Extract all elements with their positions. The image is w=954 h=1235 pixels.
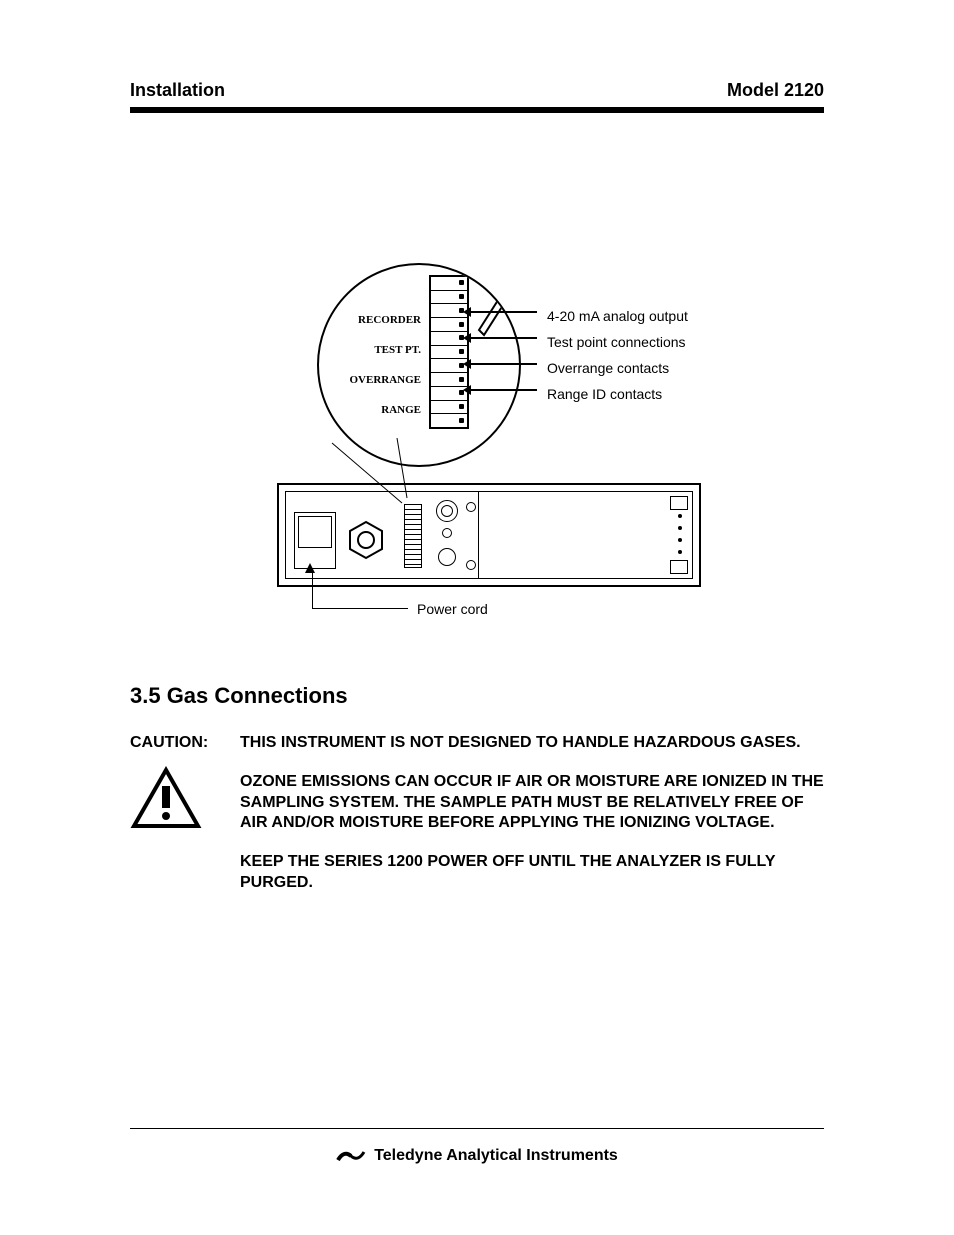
- caution-para-1: THIS INSTRUMENT IS NOT DESIGNED TO HANDL…: [240, 733, 824, 754]
- detail-circle: RECORDER TEST PT. OVERRANGE RANGE: [317, 263, 521, 467]
- power-cord-label: Power cord: [417, 601, 488, 617]
- lead-lines-icon: [297, 438, 427, 508]
- section-heading: 3.5 Gas Connections: [130, 683, 824, 709]
- label-overrange: OVERRANGE: [331, 365, 421, 395]
- caution-block: CAUTION: THIS INSTRUMENT IS NOT DESIGNED…: [130, 733, 824, 912]
- footer-company: Teledyne Analytical Instruments: [374, 1147, 618, 1165]
- screwdriver-icon: [469, 263, 521, 340]
- teledyne-logo-icon: [336, 1148, 366, 1164]
- caution-text: THIS INSTRUMENT IS NOT DESIGNED TO HANDL…: [240, 733, 824, 912]
- caution-left-column: CAUTION:: [130, 733, 240, 837]
- callout-arrow: [469, 311, 537, 313]
- header-rule: [130, 107, 824, 113]
- header-right: Model 2120: [727, 80, 824, 101]
- terminal-block-icon: [429, 275, 469, 429]
- label-testpt: TEST PT.: [331, 335, 421, 365]
- warning-triangle-icon: [130, 766, 202, 830]
- caution-para-2: OZONE EMISSIONS CAN OCCUR IF AIR OR MOIS…: [240, 772, 824, 834]
- callout-rangeid: Range ID contacts: [547, 381, 688, 407]
- arrowhead-icon: [463, 333, 471, 343]
- arrowhead-icon: [463, 359, 471, 369]
- callout-testpoint: Test point connections: [547, 329, 688, 355]
- caution-para-3: KEEP THE SERIES 1200 POWER OFF UNTIL THE…: [240, 852, 824, 894]
- page: Installation Model 2120 RECORDER TEST PT…: [0, 0, 954, 1235]
- label-range: RANGE: [331, 395, 421, 425]
- connector-labels: RECORDER TEST PT. OVERRANGE RANGE: [331, 305, 421, 425]
- callout-analog: 4-20 mA analog output: [547, 303, 688, 329]
- arrowhead-icon: [305, 563, 315, 573]
- figure-inner: RECORDER TEST PT. OVERRANGE RANGE: [237, 263, 717, 613]
- caution-label: CAUTION:: [130, 733, 240, 754]
- hex-fitting-icon: [346, 520, 386, 560]
- arrowhead-icon: [463, 307, 471, 317]
- callout-arrow: [469, 337, 537, 339]
- arrowhead-icon: [463, 385, 471, 395]
- rear-panel-figure: RECORDER TEST PT. OVERRANGE RANGE: [130, 263, 824, 613]
- callout-overrange: Overrange contacts: [547, 355, 688, 381]
- callout-arrow: [469, 389, 537, 391]
- footer-rule: [130, 1128, 824, 1129]
- power-cord-leader: [312, 573, 408, 609]
- page-header: Installation Model 2120: [130, 80, 824, 105]
- page-footer: Teledyne Analytical Instruments: [130, 1128, 824, 1165]
- callout-list: 4-20 mA analog output Test point connect…: [547, 303, 688, 407]
- label-recorder: RECORDER: [331, 305, 421, 335]
- callout-arrow: [469, 363, 537, 365]
- footer-text-row: Teledyne Analytical Instruments: [130, 1147, 824, 1165]
- header-left: Installation: [130, 80, 225, 101]
